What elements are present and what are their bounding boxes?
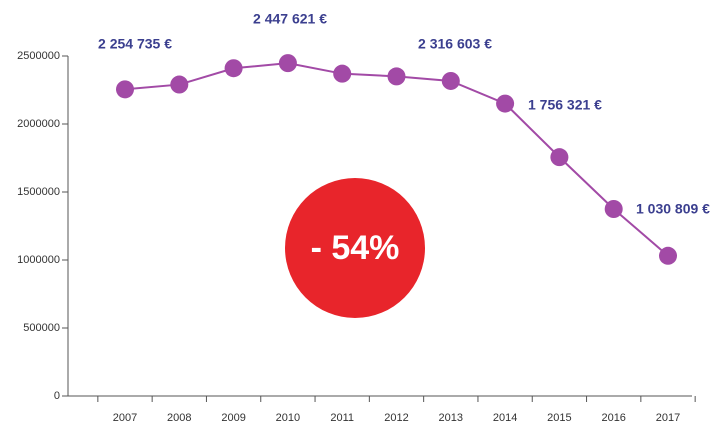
point bbox=[550, 148, 569, 167]
point bbox=[116, 80, 134, 99]
value-label: 2 447 621 € bbox=[253, 11, 327, 27]
x-tick-label: 2007 bbox=[113, 412, 137, 424]
y-tick-label: 0 bbox=[54, 390, 60, 402]
x-tick-label: 2008 bbox=[167, 412, 191, 424]
value-label: 1 756 321 € bbox=[528, 97, 602, 113]
y-tick-label: 500000 bbox=[23, 322, 60, 334]
point bbox=[496, 94, 515, 113]
x-tick-label: 2015 bbox=[547, 412, 571, 424]
value-label: 2 316 603 € bbox=[418, 36, 492, 52]
x-tick-label: 2013 bbox=[439, 412, 463, 424]
point bbox=[387, 67, 406, 86]
y-tick-label: 1000000 bbox=[17, 254, 60, 266]
value-label: 2 254 735 € bbox=[98, 36, 172, 52]
x-tick-label: 2016 bbox=[601, 412, 625, 424]
annotation: - 54% bbox=[311, 229, 400, 267]
x-tick-label: 2009 bbox=[221, 412, 245, 424]
annotation-circle bbox=[285, 178, 425, 318]
y-tick-label: 2000000 bbox=[17, 118, 60, 130]
y-tick-label: 2500000 bbox=[17, 50, 60, 62]
x-tick-label: 2012 bbox=[384, 412, 408, 424]
point bbox=[278, 54, 297, 73]
point bbox=[441, 71, 460, 90]
point bbox=[659, 246, 677, 265]
point bbox=[170, 75, 189, 94]
y-tick-label: 1500000 bbox=[17, 186, 60, 198]
x-tick-label: 2010 bbox=[276, 412, 300, 424]
x-tick-label: 2011 bbox=[330, 412, 354, 424]
x-tick-label: 2017 bbox=[656, 412, 680, 424]
point bbox=[224, 59, 243, 78]
point bbox=[333, 64, 352, 83]
value-label: 1 030 809 € bbox=[636, 201, 710, 217]
x-tick-label: 2014 bbox=[493, 412, 517, 424]
point bbox=[604, 200, 623, 218]
